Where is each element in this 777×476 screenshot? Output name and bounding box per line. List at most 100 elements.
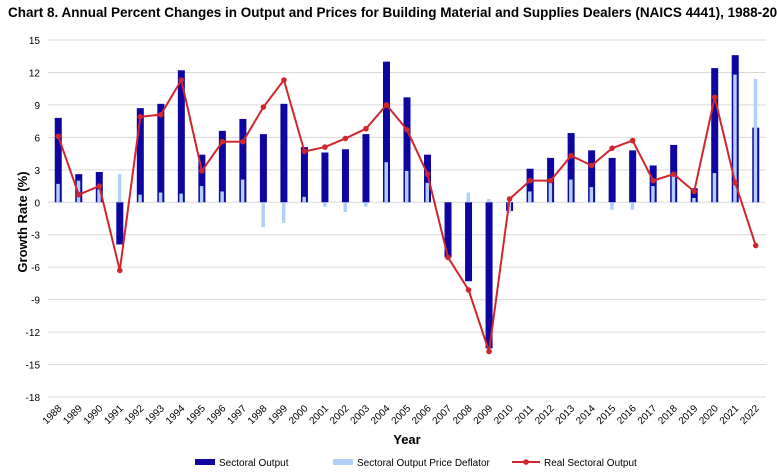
x-tick-label: 2018 bbox=[656, 403, 680, 427]
bar-price-deflator-2022 bbox=[753, 78, 758, 203]
point-real-output-2017 bbox=[650, 177, 656, 184]
x-tick-label: 1999 bbox=[267, 403, 291, 427]
x-tick-labels: 1988198919901991199219931994199519961997… bbox=[41, 403, 762, 427]
x-tick-label: 1998 bbox=[246, 403, 270, 427]
bar-sectoral-output-2006 bbox=[424, 154, 432, 203]
x-tick-label: 2000 bbox=[287, 403, 311, 427]
point-real-output-2002 bbox=[342, 135, 349, 142]
bar-price-deflator-2009 bbox=[487, 199, 491, 203]
point-real-output-2010 bbox=[506, 196, 513, 202]
point-real-output-2021 bbox=[732, 180, 739, 186]
chart-title: Chart 8. Annual Percent Changes in Outpu… bbox=[8, 5, 777, 20]
x-tick-label: 1992 bbox=[123, 403, 147, 427]
point-real-output-2016 bbox=[629, 137, 636, 144]
bar-price-deflator-2011 bbox=[528, 191, 532, 203]
point-real-output-2009 bbox=[486, 348, 492, 355]
point-real-output-2012 bbox=[547, 177, 554, 184]
legend-label: Real Sectoral Output bbox=[544, 458, 637, 469]
x-tick-label: 2014 bbox=[574, 403, 598, 427]
point-real-output-2015 bbox=[609, 145, 615, 151]
point-real-output-1991 bbox=[117, 267, 123, 274]
bar-price-deflator-2006 bbox=[425, 182, 430, 203]
bar-price-deflator-2004 bbox=[384, 162, 388, 203]
x-tick-label: 2008 bbox=[451, 403, 475, 427]
bar-price-deflator-2018 bbox=[671, 174, 676, 203]
bar-sectoral-output-2020 bbox=[711, 68, 719, 203]
legend: Sectoral Output Sectoral Output Price Def… bbox=[195, 458, 637, 469]
x-tick-label: 2002 bbox=[328, 403, 352, 427]
bar-price-deflator-2021 bbox=[733, 74, 737, 203]
bar-sectoral-output-1999 bbox=[280, 103, 288, 203]
legend-swatch bbox=[333, 459, 353, 465]
bar-price-deflator-1998 bbox=[261, 202, 265, 228]
line-series bbox=[55, 77, 759, 355]
x-tick-label: 1989 bbox=[61, 403, 85, 427]
bar-sectoral-output-1994 bbox=[177, 70, 185, 203]
bar-sectoral-output-2014 bbox=[588, 150, 596, 203]
bar-price-deflator-2013 bbox=[569, 179, 573, 203]
point-real-output-1993 bbox=[158, 111, 164, 118]
x-tick-label: 1990 bbox=[82, 403, 106, 427]
bar-sectoral-output-2013 bbox=[567, 133, 575, 203]
bar-sectoral-output-1996 bbox=[218, 130, 226, 203]
bar-price-deflator-2017 bbox=[651, 186, 655, 203]
x-tick-label: 2015 bbox=[595, 403, 619, 427]
bar-price-deflator-2015 bbox=[610, 202, 614, 210]
bar-price-deflator-2016 bbox=[630, 202, 635, 210]
y-tick-label: 12 bbox=[29, 68, 41, 79]
x-tick-label: 1996 bbox=[205, 403, 229, 427]
x-tick-label: 1988 bbox=[41, 403, 65, 427]
bar-sectoral-output-1991 bbox=[116, 202, 124, 245]
bar-price-deflator-1995 bbox=[199, 186, 204, 203]
y-tick-label: -9 bbox=[31, 296, 40, 307]
y-tick-label: 9 bbox=[34, 101, 40, 112]
x-tick-label: 2017 bbox=[636, 403, 660, 427]
bar-sectoral-output-2017 bbox=[649, 165, 657, 203]
point-real-output-2020 bbox=[711, 94, 718, 101]
bar-price-deflator-2014 bbox=[589, 187, 594, 203]
bar-price-deflator-2012 bbox=[548, 181, 553, 203]
y-tick-label: -18 bbox=[26, 393, 41, 404]
x-tick-label: 1995 bbox=[184, 403, 208, 427]
point-real-output-1992 bbox=[137, 114, 144, 120]
bar-sectoral-output-2009 bbox=[485, 202, 493, 349]
point-real-output-2001 bbox=[322, 144, 328, 150]
x-tick-label: 2016 bbox=[615, 403, 639, 427]
y-tick-label: 0 bbox=[34, 198, 40, 209]
point-real-output-2013 bbox=[568, 152, 574, 159]
gridlines bbox=[48, 39, 766, 398]
y-tick-label: -12 bbox=[26, 328, 41, 339]
bar-sectoral-output-1992 bbox=[136, 108, 144, 203]
bar-price-deflator-2001 bbox=[322, 202, 327, 207]
x-tick-label: 1993 bbox=[143, 403, 167, 427]
bar-price-deflator-1992 bbox=[138, 194, 142, 203]
bar-sectoral-output-1997 bbox=[239, 118, 247, 203]
legend-label: Sectoral Output bbox=[219, 458, 289, 469]
point-real-output-1995 bbox=[199, 168, 205, 174]
x-tick-label: 2001 bbox=[308, 403, 332, 427]
bar-sectoral-output-2003 bbox=[362, 134, 370, 203]
bar-price-deflator-2019 bbox=[692, 197, 696, 203]
bar-sectoral-output-2011 bbox=[526, 168, 534, 203]
x-tick-label: 2009 bbox=[472, 403, 496, 427]
bar-price-deflator-2020 bbox=[712, 173, 717, 203]
x-axis-label: Year bbox=[393, 432, 420, 447]
point-real-output-1997 bbox=[240, 138, 246, 145]
bar-sectoral-output-2005 bbox=[403, 97, 411, 203]
point-real-output-2003 bbox=[363, 125, 369, 132]
bar-price-deflator-1991 bbox=[117, 174, 122, 203]
point-real-output-2011 bbox=[527, 177, 533, 184]
x-tick-label: 2007 bbox=[431, 403, 455, 427]
y-tick-label: -3 bbox=[31, 231, 40, 242]
point-real-output-2004 bbox=[383, 102, 390, 108]
bar-sectoral-output-1995 bbox=[198, 154, 206, 203]
legend-label: Sectoral Output Price Deflator bbox=[357, 458, 491, 469]
bar-sectoral-output-2002 bbox=[341, 149, 349, 203]
bar-price-deflator-1997 bbox=[240, 179, 245, 203]
x-tick-label: 2011 bbox=[513, 403, 536, 426]
x-tick-label: 2004 bbox=[369, 403, 393, 427]
y-tick-label: -6 bbox=[31, 263, 40, 274]
bar-sectoral-output-1988 bbox=[54, 117, 62, 203]
bar-price-deflator-2002 bbox=[343, 202, 347, 213]
point-real-output-1998 bbox=[260, 104, 267, 110]
